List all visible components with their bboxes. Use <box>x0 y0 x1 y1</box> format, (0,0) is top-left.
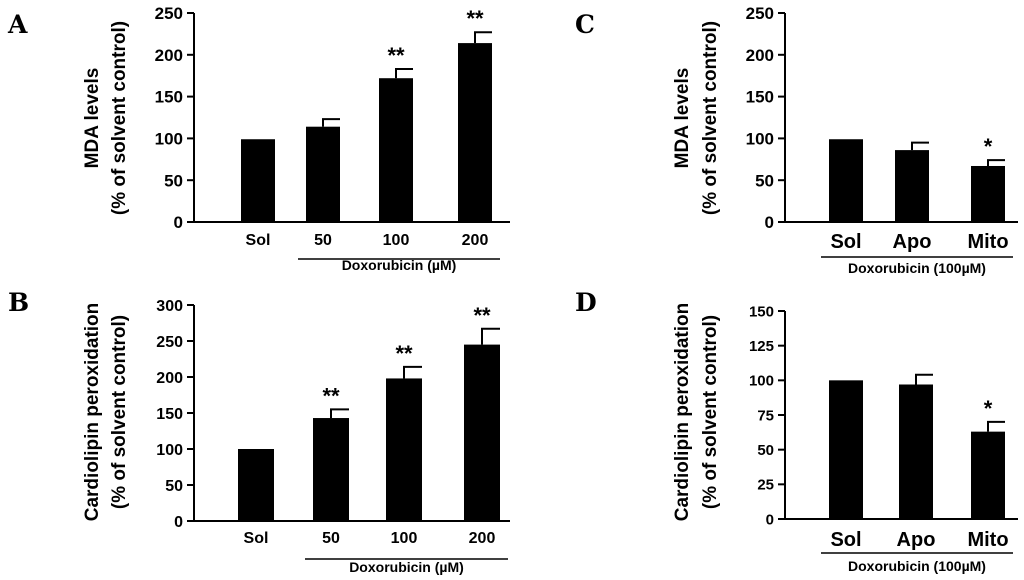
x-tick-label: Sol <box>830 231 861 253</box>
y-tick-label: 100 <box>155 130 183 149</box>
significance-marker: * <box>984 134 993 159</box>
x-axis-group-label: Doxorubicin (100µM) <box>848 558 986 574</box>
x-tick-label: Apo <box>897 529 936 551</box>
y-tick-label: 150 <box>746 88 774 107</box>
y-tick-label: 250 <box>746 4 774 23</box>
y-tick-label: 50 <box>755 171 774 190</box>
x-tick-label: 50 <box>314 232 332 249</box>
bar <box>971 165 1005 222</box>
x-tick-label: Mito <box>967 231 1008 253</box>
x-tick-label: Sol <box>830 529 861 551</box>
y-tick-label: 50 <box>165 478 183 495</box>
bar <box>306 126 340 222</box>
y-axis-label: MDA levels <box>672 68 693 169</box>
bar <box>241 139 275 222</box>
y-axis-label: MDA levels <box>82 68 103 169</box>
chart-panel-d: D Cardiolipin peroxidation (% of solvent c… <box>575 288 1018 574</box>
x-axis-group-label: Doxorubicin (100µM) <box>848 260 986 276</box>
y-tick-label: 250 <box>155 4 183 23</box>
y-tick-label: 100 <box>746 130 774 149</box>
significance-marker: ** <box>387 43 405 68</box>
y-tick-label: 150 <box>749 303 774 320</box>
x-tick-label: Mito <box>967 529 1008 551</box>
y-axis-label: Cardiolipin peroxidation <box>672 303 693 522</box>
y-tick-label: 200 <box>156 370 183 387</box>
y-tick-label: 125 <box>749 338 774 355</box>
bar <box>895 150 929 222</box>
y-tick-label: 150 <box>156 406 183 423</box>
x-tick-label: 100 <box>383 232 410 249</box>
y-tick-label: 100 <box>156 442 183 459</box>
significance-marker: ** <box>473 303 491 328</box>
y-axis-label-units: (% of solvent control) <box>109 315 130 509</box>
y-tick-label: 150 <box>155 88 183 107</box>
y-axis-label-units: (% of solvent control) <box>700 315 721 509</box>
y-tick-label: 300 <box>156 298 183 315</box>
bar <box>899 384 933 519</box>
panel-letter: A <box>7 10 28 39</box>
bar <box>458 43 492 222</box>
bar <box>238 449 274 521</box>
bar <box>386 378 422 521</box>
y-axis-label: Cardiolipin peroxidation <box>82 303 103 522</box>
x-tick-label: 200 <box>469 530 496 547</box>
x-tick-label: 50 <box>322 530 340 547</box>
panel-letter: D <box>575 288 597 317</box>
y-axis-label-units: (% of solvent control) <box>109 21 130 215</box>
bar <box>971 431 1005 519</box>
bar <box>829 380 863 519</box>
chart-panel-a: A MDA levels (% of solvent control) 0 50 100 1… <box>7 4 510 273</box>
y-axis-label-units: (% of solvent control) <box>700 21 721 215</box>
chart-panel-c: C MDA levels (% of solvent control) 0 50 100 1… <box>575 4 1018 276</box>
significance-marker: ** <box>395 341 413 366</box>
y-tick-label: 75 <box>757 407 774 424</box>
panel-letter: C <box>575 10 595 39</box>
y-tick-label: 50 <box>164 171 183 190</box>
x-axis-group-label: Doxorubicin (µM) <box>342 257 457 273</box>
bar <box>313 418 349 521</box>
significance-marker: * <box>984 396 993 421</box>
y-tick-label: 50 <box>757 442 774 459</box>
y-tick-label: 200 <box>746 46 774 65</box>
x-tick-label: Apo <box>893 231 932 253</box>
x-tick-label: 100 <box>391 530 418 547</box>
y-tick-label: 0 <box>765 213 774 232</box>
y-tick-label: 200 <box>155 46 183 65</box>
y-tick-label: 25 <box>757 477 774 494</box>
bar <box>379 78 413 222</box>
significance-marker: ** <box>466 6 484 31</box>
y-tick-label: 100 <box>749 373 774 390</box>
x-axis-group-label: Doxorubicin (µM) <box>349 559 464 575</box>
x-tick-label: Sol <box>246 232 271 249</box>
significance-marker: ** <box>322 383 340 408</box>
y-tick-label: 0 <box>766 511 774 528</box>
bar <box>464 344 500 521</box>
y-tick-label: 250 <box>156 334 183 351</box>
x-tick-label: Sol <box>244 530 269 547</box>
x-tick-label: 200 <box>462 232 489 249</box>
chart-panel-b: B Cardiolipin peroxidation (% of solvent c… <box>8 288 510 575</box>
bar <box>829 139 863 222</box>
y-tick-label: 0 <box>174 213 183 232</box>
panel-letter: B <box>8 288 29 317</box>
y-tick-label: 0 <box>174 514 183 531</box>
